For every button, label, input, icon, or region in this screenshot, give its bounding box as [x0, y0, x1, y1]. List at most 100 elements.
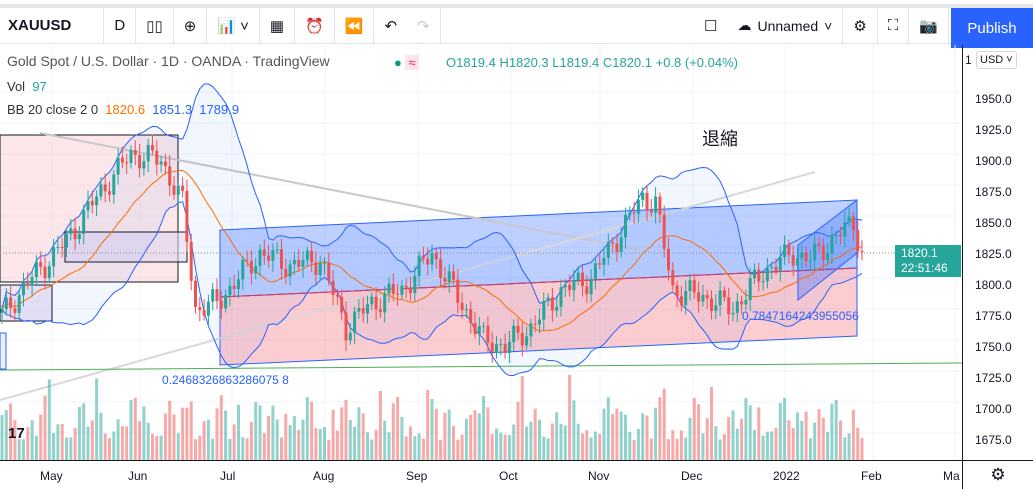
volume-bar	[421, 438, 425, 460]
candle-body	[692, 280, 696, 293]
volume-bar	[206, 419, 210, 460]
volume-bar	[430, 398, 434, 460]
price-tick: 1875.0	[975, 185, 1012, 199]
volume-bar	[796, 412, 799, 460]
time-label: Dec	[681, 469, 703, 483]
volume-bar	[409, 426, 412, 460]
delayed-data-icon: ≈	[405, 55, 419, 70]
layout-name-dropdown[interactable]: ☁ Unnamed ˅	[727, 8, 844, 43]
undo-icon[interactable]: ↶	[384, 17, 398, 35]
compare-add-icon[interactable]: ⊕	[174, 8, 208, 43]
volume-bar	[112, 431, 116, 460]
bar-countdown: 22:51:46	[901, 261, 948, 275]
bb-lower-line	[1, 201, 863, 377]
volume-bar	[129, 400, 133, 460]
channel-midline	[219, 267, 858, 298]
candle-body	[374, 296, 378, 310]
volume-bar	[13, 420, 17, 460]
symbol-search[interactable]: XAUUSD	[0, 8, 105, 43]
volume-bar	[516, 401, 520, 460]
volume-bar	[245, 438, 249, 460]
volume-bar	[555, 412, 559, 460]
candle-body	[138, 155, 142, 169]
volume-legend[interactable]: Vol 97	[7, 79, 47, 94]
indicators-icon[interactable]: 📊 ˅	[207, 8, 260, 43]
volume-bar	[667, 439, 670, 460]
volume-bar	[69, 437, 73, 460]
price-axis[interactable]: 1 USD ˅ 1950.0 1925.0 1900.0 1875.0 1850.0 18…	[895, 45, 1033, 460]
candle-body	[572, 280, 576, 291]
candle-body	[361, 308, 365, 314]
redo-icon[interactable]: ↷	[407, 8, 441, 43]
candle-body	[808, 260, 812, 262]
fib-label-left: 0.2468326863286075 8	[162, 373, 289, 387]
candle-body	[60, 247, 64, 249]
chart-canvas[interactable]	[0, 45, 962, 460]
volume-bar	[292, 416, 296, 460]
candle-body	[396, 293, 400, 295]
candle-body	[4, 297, 8, 309]
volume-bar	[361, 413, 365, 460]
candle-body	[305, 250, 309, 261]
candle-body	[538, 319, 541, 325]
volume-bar	[705, 418, 709, 460]
candle-body	[43, 266, 47, 279]
candle-body	[555, 306, 559, 311]
replay-icon[interactable]: ⏪	[335, 8, 375, 43]
candle-body	[800, 252, 804, 259]
candle-body	[525, 336, 529, 346]
candle-body	[52, 247, 56, 267]
candle-body	[624, 214, 627, 238]
camera-icon[interactable]: 📷	[909, 8, 949, 43]
volume-bar	[456, 439, 460, 460]
axis-settings-gear-icon[interactable]: ⚙	[962, 460, 1033, 489]
candle-body	[761, 281, 765, 283]
candle-body	[529, 323, 533, 337]
candle-body	[112, 174, 116, 195]
volume-bar	[830, 403, 834, 460]
bb-legend[interactable]: BB 20 close 2 0 1820.6 1851.3 1789.9	[7, 102, 240, 117]
time-label: Feb	[861, 469, 882, 483]
time-axis[interactable]: May Jun Jul Aug Sep Oct Nov Dec 2022 Feb Ma	[0, 460, 962, 489]
candle-body	[237, 279, 240, 290]
volume-bar	[714, 426, 718, 460]
candle-body	[77, 233, 81, 240]
fullscreen-icon[interactable]: ⛶	[878, 8, 910, 43]
currency-dropdown[interactable]: USD ˅	[976, 51, 1017, 69]
candle-body	[206, 301, 210, 316]
fib-label-right: 0.7847164243955056	[742, 309, 859, 323]
candle-body	[830, 236, 834, 254]
candle-body	[159, 161, 163, 165]
volume-bar	[606, 397, 610, 460]
volume-bar	[671, 430, 675, 460]
price-chart[interactable]	[0, 45, 962, 460]
volume-bar	[30, 420, 34, 460]
volume-bar	[228, 438, 232, 460]
volume-bar	[585, 430, 589, 460]
alert-clock-icon[interactable]: ⏰	[295, 8, 335, 43]
candle-body	[593, 263, 597, 279]
volume-bar	[65, 437, 68, 460]
layout-grid-icon[interactable]: ▦	[260, 8, 296, 43]
candle-body	[765, 268, 769, 282]
settings-gear-icon[interactable]: ⚙	[843, 8, 878, 43]
volume-bar	[662, 388, 666, 460]
candle-body	[366, 304, 369, 314]
volume-bar	[503, 434, 507, 460]
fullscreen-square-icon[interactable]: ☐	[704, 17, 718, 35]
interval-button[interactable]: D	[104, 8, 137, 43]
candle-body	[353, 311, 357, 333]
price-tick: 1775.0	[975, 309, 1012, 323]
chart-type-candles-icon[interactable]: ▯▯	[136, 8, 174, 43]
volume-bar	[241, 437, 245, 460]
candle-body	[176, 185, 180, 195]
candle-body	[636, 199, 640, 214]
candle-body	[628, 212, 632, 215]
volume-bar	[512, 424, 516, 460]
candle-body	[271, 249, 275, 261]
publish-button[interactable]: Publish	[951, 8, 1033, 48]
candle-body	[34, 262, 38, 278]
time-label: 2022	[773, 469, 800, 483]
volume-bar	[73, 428, 77, 460]
text-annotation[interactable]: 退縮	[702, 129, 738, 149]
